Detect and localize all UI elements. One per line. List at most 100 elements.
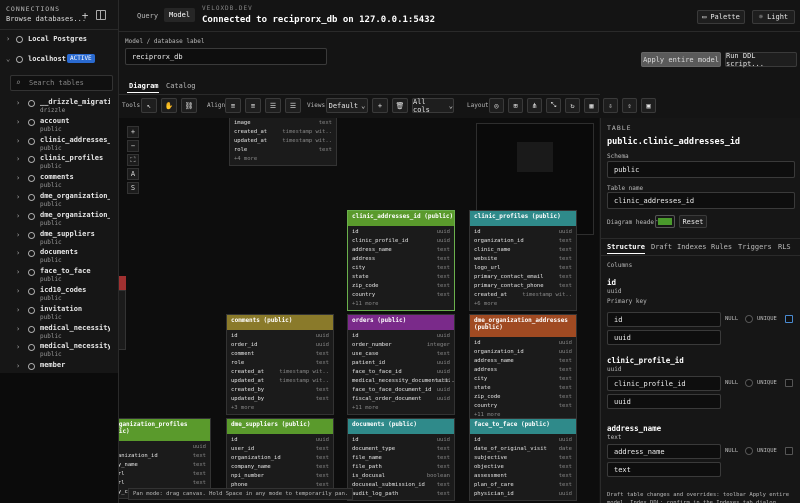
sidebar-table-item[interactable]: ›medical_necessity...public xyxy=(16,342,110,359)
sidebar-table-item[interactable]: › dme_suppliers public xyxy=(16,229,95,246)
tab-catalog[interactable]: Catalog xyxy=(166,82,196,90)
connection-localhost[interactable]: ⌄ localhost ACTIVE xyxy=(0,54,119,72)
image-export-icon[interactable]: ▣ xyxy=(641,98,656,113)
sidebar-table-item[interactable]: › comments public xyxy=(16,173,74,190)
unique-checkbox[interactable] xyxy=(785,379,793,387)
table-node-dme-suppliers[interactable]: dme_suppliers (public) id uuid user_id text o… xyxy=(226,418,334,492)
sidebar-table-item[interactable]: ›medical_necessity...public xyxy=(16,323,110,340)
run-ddl-button[interactable]: Run DDL script... xyxy=(725,52,797,68)
palette-button[interactable]: ▭ Palette xyxy=(697,10,745,24)
auto-layout-icon[interactable]: ◎ xyxy=(489,98,504,113)
column-type-field[interactable]: uuid xyxy=(607,330,721,345)
tab-query[interactable]: Query xyxy=(137,12,159,20)
export-icon[interactable]: ⇩ xyxy=(603,98,618,113)
header-color-swatch[interactable] xyxy=(655,215,675,228)
align-top-icon[interactable]: ☰ xyxy=(265,98,281,113)
browse-databases-link[interactable]: Browse databases... xyxy=(6,15,87,23)
pointer-icon[interactable]: ↖ xyxy=(141,98,157,113)
tree-layout-icon[interactable]: ⋔ xyxy=(527,98,542,113)
sidebar-table-item[interactable]: › icd10_codes public xyxy=(16,286,87,302)
sidebar-table-item[interactable]: › documents public xyxy=(16,248,78,265)
diagram-canvas[interactable]: image text created_at timestamp wit.. update… xyxy=(119,118,599,503)
table-node-orders[interactable]: orders (public) id uuid order_number integer… xyxy=(347,314,455,415)
columns-select[interactable]: All cols ⌄ xyxy=(412,97,454,114)
chevron-right-icon: › xyxy=(16,305,21,314)
sidebar-table-item[interactable]: ›dme_organization_...public xyxy=(16,192,110,208)
grid-layout-icon[interactable]: ⊞ xyxy=(508,98,523,113)
table-node-documents[interactable]: documents (public) id uuid document_type tex… xyxy=(347,418,455,501)
sidebar-table-item[interactable]: › invitation public xyxy=(16,304,83,321)
null-checkbox[interactable] xyxy=(745,379,753,387)
table-node-dme-org-addr[interactable]: dme_organization_addresses (public) id uui… xyxy=(469,314,577,422)
align-left-icon[interactable]: ≡ xyxy=(225,98,241,113)
more-columns-label: +11 more xyxy=(352,405,379,411)
sidebar-table-item[interactable]: › clinic_profiles public xyxy=(16,154,104,171)
link-icon[interactable]: ⛓ xyxy=(181,98,197,113)
align-center-icon[interactable]: ≡ xyxy=(245,98,261,113)
fit-icon[interactable]: ▦ xyxy=(584,98,599,113)
table-node-top[interactable]: image text created_at timestamp wit.. update… xyxy=(229,118,337,166)
null-checkbox[interactable] xyxy=(745,315,753,323)
more-columns-label: +11 more xyxy=(352,301,379,307)
canvas-tool-1[interactable]: − xyxy=(127,140,139,152)
sidebar-table-item[interactable]: ›__drizzle_migrati...drizzle xyxy=(16,98,110,114)
reset-button[interactable]: Reset xyxy=(679,215,707,228)
unique-checkbox[interactable] xyxy=(785,315,793,323)
apply-model-button[interactable]: Apply entire model xyxy=(641,52,721,67)
panel-toggle-icon[interactable] xyxy=(96,10,106,20)
column-type-field[interactable]: text xyxy=(607,462,721,477)
canvas-tool-3[interactable]: A xyxy=(127,168,139,180)
model-name-input[interactable]: reciprorx_db xyxy=(125,48,327,65)
table-column-row: medical_necessity_documentati.. uuid xyxy=(352,378,455,384)
table-node-clinic-profiles[interactable]: clinic_profiles (public) id uuid organizati… xyxy=(469,210,577,311)
refresh-icon[interactable]: ↻ xyxy=(565,98,580,113)
table-node-dme-org-profiles[interactable]: _organization_profiles (blic) uuid organiz… xyxy=(119,418,211,499)
table-node-face-to-face[interactable]: face_to_face (public) id uuid date_of_origi… xyxy=(469,418,577,501)
unique-checkbox[interactable] xyxy=(785,447,793,455)
column-name-field[interactable]: address_name xyxy=(607,444,721,459)
table-column-row: organization_id uuid xyxy=(474,349,572,355)
inspector-tab-indexes[interactable]: Indexes xyxy=(677,243,707,251)
inspector-tab-draft[interactable]: Draft xyxy=(651,243,673,251)
hand-icon[interactable]: ✋ xyxy=(161,98,177,113)
add-icon[interactable]: + xyxy=(81,8,89,22)
table-search-box[interactable]: ⌕ Search tables xyxy=(10,75,113,91)
view-select[interactable]: Default ⌄ xyxy=(326,98,368,113)
canvas-tool-0[interactable]: + xyxy=(127,126,139,138)
inspector-tab-rls[interactable]: RLS xyxy=(778,243,791,251)
search-input[interactable]: Search tables xyxy=(29,79,84,87)
sidebar-table-item[interactable]: › account public xyxy=(16,116,70,133)
tab-model[interactable]: Model xyxy=(164,8,196,22)
sidebar-table-item[interactable]: › member xyxy=(16,361,66,371)
light-button[interactable]: ☼ Light xyxy=(752,10,795,24)
inspector-tab-structure[interactable]: Structure xyxy=(607,243,645,251)
table-node-clinic-addresses[interactable]: clinic_addresses_id (public) id uuid clinic… xyxy=(347,210,455,311)
schema-field[interactable]: public xyxy=(607,161,795,178)
column-name-field[interactable]: id xyxy=(607,312,721,327)
align-middle-icon[interactable]: ☰ xyxy=(285,98,301,113)
scatter-layout-icon[interactable]: ⤡ xyxy=(546,98,561,113)
delete-view-icon[interactable]: 🗑 xyxy=(392,98,408,113)
table-header: documents (public) xyxy=(348,419,454,434)
sidebar-table-item[interactable]: ›clinic_addresses_...public xyxy=(16,135,110,152)
table-icon xyxy=(28,231,35,239)
inspector-tab-rules[interactable]: Rules xyxy=(711,243,733,251)
table-name-field[interactable]: clinic_addresses_id xyxy=(607,192,795,209)
sidebar-table-item[interactable]: › face_to_face public xyxy=(16,267,91,284)
tab-diagram[interactable]: Diagram xyxy=(129,82,159,90)
table-column-row: plan_of_care text xyxy=(474,482,572,488)
connection-local-postgres[interactable]: › Local Postgres xyxy=(6,35,88,43)
canvas-tool-4[interactable]: S xyxy=(127,182,139,194)
import-icon[interactable]: ⇧ xyxy=(622,98,637,113)
null-checkbox[interactable] xyxy=(745,447,753,455)
chevron-right-icon: › xyxy=(16,362,21,371)
schema-label: Schema xyxy=(607,153,629,160)
canvas-tool-2[interactable]: ⛶ xyxy=(127,154,139,166)
column-name-field[interactable]: clinic_profile_id xyxy=(607,376,721,391)
table-icon xyxy=(28,325,35,333)
add-view-icon[interactable]: + xyxy=(372,98,388,113)
inspector-tab-triggers[interactable]: Triggers xyxy=(738,243,772,251)
column-type-field[interactable]: uuid xyxy=(607,394,721,409)
table-node-comments[interactable]: comments (public) id uuid order_id uuid comme… xyxy=(226,314,334,415)
sidebar-table-item[interactable]: ›dme_organization_...public xyxy=(16,210,110,227)
